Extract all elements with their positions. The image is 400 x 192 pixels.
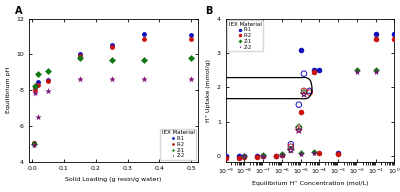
Point: [301, 72, 307, 75]
Point: [241, 155, 248, 158]
Point: [298, 48, 304, 51]
Point: [298, 151, 304, 154]
Point: [301, 93, 307, 96]
Legend: R-1, R-2, Z-1, Z-2: R-1, R-2, Z-1, Z-2: [160, 129, 196, 160]
Point: [279, 153, 285, 156]
Point: [254, 156, 261, 159]
Point: [372, 38, 379, 41]
Point: [77, 78, 83, 81]
Point: [140, 32, 147, 35]
Point: [288, 148, 294, 151]
Point: [288, 149, 294, 152]
Text: B: B: [205, 6, 213, 16]
Point: [306, 89, 313, 92]
Point: [32, 84, 38, 87]
Point: [222, 156, 229, 160]
Point: [77, 56, 83, 59]
Point: [32, 89, 38, 92]
Point: [30, 141, 37, 144]
Point: [140, 37, 147, 41]
Point: [316, 69, 323, 72]
Point: [32, 91, 38, 94]
Point: [335, 152, 341, 155]
Point: [354, 69, 360, 72]
Point: [32, 86, 38, 89]
Point: [188, 56, 194, 59]
Point: [140, 58, 147, 61]
Point: [188, 33, 194, 36]
Y-axis label: H⁺ Uptake (mmol/g): H⁺ Uptake (mmol/g): [206, 59, 211, 122]
Point: [273, 154, 280, 157]
Point: [77, 53, 83, 56]
Point: [391, 38, 398, 41]
Point: [310, 151, 317, 154]
Point: [335, 151, 341, 154]
Point: [301, 91, 307, 94]
Point: [45, 79, 51, 83]
Point: [77, 55, 83, 58]
Point: [108, 58, 115, 61]
Point: [372, 70, 379, 74]
Point: [241, 156, 248, 159]
Point: [354, 70, 360, 74]
Point: [35, 80, 42, 84]
Point: [260, 154, 266, 157]
Point: [30, 142, 37, 145]
Point: [372, 32, 379, 36]
X-axis label: Equilibrium H⁺ Concentration (mol/L): Equilibrium H⁺ Concentration (mol/L): [252, 181, 368, 186]
Point: [310, 69, 317, 72]
Point: [108, 44, 115, 47]
Point: [273, 154, 280, 157]
Point: [296, 127, 302, 130]
Point: [306, 91, 313, 94]
Point: [236, 155, 242, 158]
Point: [296, 103, 302, 106]
Point: [188, 37, 194, 41]
Point: [35, 72, 42, 75]
Point: [45, 79, 51, 82]
Point: [296, 126, 302, 129]
Point: [310, 70, 317, 74]
Point: [236, 156, 242, 160]
Legend: R-1, R-2, Z-1, Z-2: R-1, R-2, Z-1, Z-2: [227, 20, 263, 51]
Point: [30, 143, 37, 146]
Point: [260, 154, 266, 157]
Point: [391, 32, 398, 36]
Point: [254, 155, 261, 158]
Point: [45, 70, 51, 73]
Point: [316, 151, 323, 154]
Point: [288, 145, 294, 148]
Point: [222, 155, 229, 158]
Point: [108, 78, 115, 81]
Point: [140, 78, 147, 81]
Point: [298, 152, 304, 155]
Point: [296, 129, 302, 132]
Point: [301, 89, 307, 92]
Point: [298, 110, 304, 113]
Point: [241, 155, 248, 158]
Point: [288, 143, 294, 146]
Point: [310, 151, 317, 154]
Point: [241, 155, 248, 158]
X-axis label: Solid Loading (g resin/g water): Solid Loading (g resin/g water): [65, 177, 162, 182]
Point: [30, 141, 37, 144]
Point: [279, 153, 285, 156]
Point: [35, 115, 42, 118]
Text: A: A: [15, 6, 23, 16]
Point: [188, 78, 194, 81]
Point: [260, 154, 266, 157]
Point: [279, 152, 285, 156]
Point: [260, 155, 266, 158]
Point: [45, 89, 51, 93]
Point: [108, 46, 115, 49]
Point: [35, 83, 42, 86]
Y-axis label: Equilibrium pH: Equilibrium pH: [6, 67, 10, 113]
Point: [279, 153, 285, 156]
Point: [372, 69, 379, 72]
